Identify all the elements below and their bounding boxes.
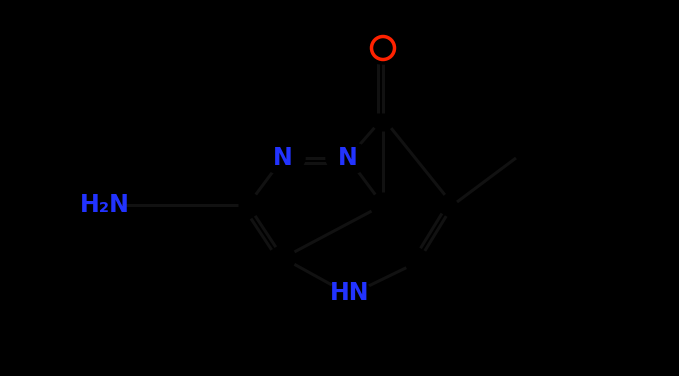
- Ellipse shape: [261, 142, 305, 174]
- Text: N: N: [273, 146, 293, 170]
- Ellipse shape: [75, 189, 119, 221]
- Ellipse shape: [361, 32, 405, 64]
- Ellipse shape: [326, 142, 370, 174]
- Text: H₂N: H₂N: [80, 193, 130, 217]
- Ellipse shape: [328, 279, 372, 311]
- Text: N: N: [338, 146, 358, 170]
- Text: HN: HN: [330, 281, 370, 305]
